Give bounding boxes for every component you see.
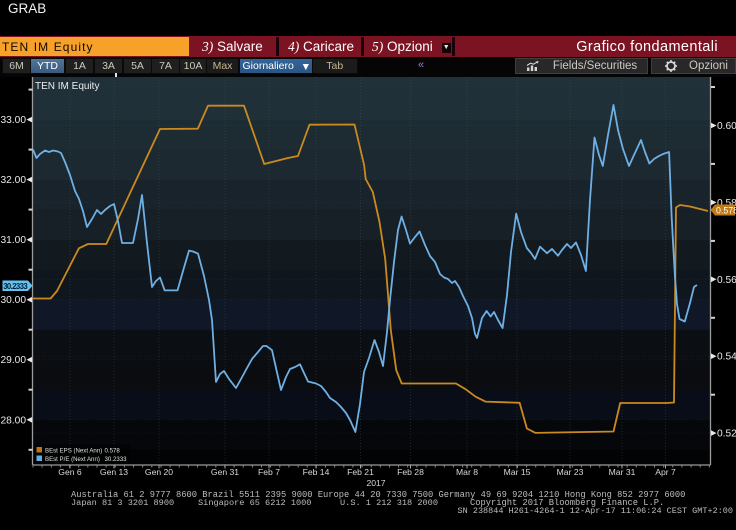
svg-text:Gen 31: Gen 31 <box>211 467 239 477</box>
svg-text:Japan 81 3 3201 8900: Japan 81 3 3201 8900 <box>71 498 174 508</box>
svg-text:30.2333: 30.2333 <box>105 456 128 463</box>
svg-text:Gen 6: Gen 6 <box>58 467 82 477</box>
svg-text:30.00: 30.00 <box>1 295 27 306</box>
svg-text:Mar 23: Mar 23 <box>557 467 584 477</box>
svg-text:0.52: 0.52 <box>717 429 736 440</box>
svg-text:Gen 13: Gen 13 <box>100 467 128 477</box>
svg-text:0.56: 0.56 <box>717 275 736 286</box>
svg-text:32.00: 32.00 <box>1 175 27 186</box>
svg-text:Mar 15: Mar 15 <box>504 467 531 477</box>
svg-text:2017: 2017 <box>366 478 385 488</box>
svg-text:BEst EPS (Next Ann): BEst EPS (Next Ann) <box>45 448 102 455</box>
svg-text:0.578: 0.578 <box>716 206 736 216</box>
svg-text:SN 238844 H261-4264-1 12-Apr-1: SN 238844 H261-4264-1 12-Apr-17 11:06:24… <box>458 506 733 516</box>
svg-text:Feb 14: Feb 14 <box>303 467 330 477</box>
svg-text:33.00: 33.00 <box>1 115 27 126</box>
svg-text:0.60: 0.60 <box>717 121 736 132</box>
svg-text:Australia 61 2 9777 8600 Brazi: Australia 61 2 9777 8600 Brazil 5511 239… <box>71 490 685 500</box>
svg-text:30.2333: 30.2333 <box>3 282 28 291</box>
svg-text:0.54: 0.54 <box>717 352 736 363</box>
svg-text:Feb 28: Feb 28 <box>397 467 424 477</box>
svg-text:U.S. 1 212 318 2000: U.S. 1 212 318 2000 <box>340 498 438 508</box>
svg-text:Feb 7: Feb 7 <box>258 467 280 477</box>
svg-text:Feb 21: Feb 21 <box>347 467 374 477</box>
svg-text:29.00: 29.00 <box>1 355 27 366</box>
svg-text:0.58: 0.58 <box>717 198 736 209</box>
svg-text:Copyright 2017 Bloomberg Finan: Copyright 2017 Bloomberg Finance L.P. <box>470 498 664 508</box>
svg-text:TEN IM Equity: TEN IM Equity <box>35 81 99 92</box>
svg-text:Gen 20: Gen 20 <box>145 467 173 477</box>
svg-text:31.00: 31.00 <box>1 235 27 246</box>
svg-text:BEst P/E (Next Ann): BEst P/E (Next Ann) <box>45 456 100 463</box>
svg-text:Mar 31: Mar 31 <box>609 467 636 477</box>
svg-text:Mar 8: Mar 8 <box>456 467 478 477</box>
svg-text:Singapore 65 6212 1000: Singapore 65 6212 1000 <box>198 498 311 508</box>
svg-text:28.00: 28.00 <box>1 415 27 426</box>
svg-text:0.578: 0.578 <box>105 448 121 455</box>
svg-text:Apr 7: Apr 7 <box>655 467 676 477</box>
